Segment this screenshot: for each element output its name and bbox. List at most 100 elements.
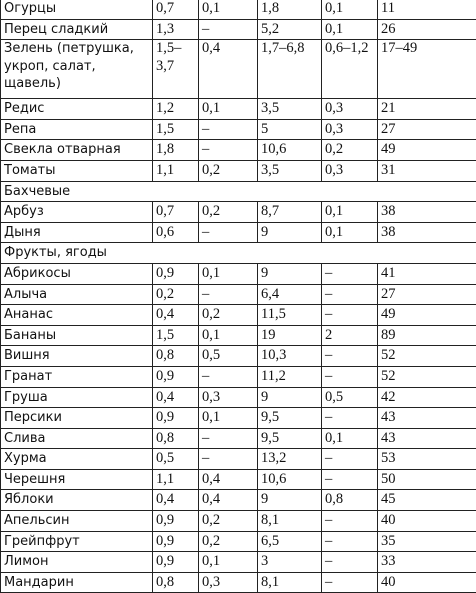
product-name-cell: Арбуз — [1, 202, 153, 223]
calories-cell: 17–49 — [378, 40, 476, 99]
fiber-cell: – — [322, 346, 378, 367]
product-name-cell: Ананас — [1, 305, 153, 326]
protein-cell: 1,5 — [153, 119, 199, 140]
product-name-cell: Хурма — [1, 449, 153, 470]
fat-cell: – — [199, 222, 258, 243]
carbs-cell: 9 — [258, 387, 322, 408]
fiber-cell: 0,1 — [322, 0, 378, 19]
calories-cell: 38 — [378, 202, 476, 223]
fiber-cell: – — [322, 305, 378, 326]
protein-cell: 1,8 — [153, 140, 199, 161]
calories-cell: 43 — [378, 428, 476, 449]
fiber-cell: – — [322, 366, 378, 387]
fat-cell: 0,4 — [199, 40, 258, 99]
fat-cell: 0,2 — [199, 160, 258, 181]
fiber-cell: 2 — [322, 325, 378, 346]
fiber-cell: 0,6–1,2 — [322, 40, 378, 99]
fat-cell: – — [199, 140, 258, 161]
product-name-cell: Зелень (петрушка, укроп, салат, щавель) — [1, 40, 153, 99]
fiber-cell: – — [322, 511, 378, 532]
product-name-cell: Свекла отварная — [1, 140, 153, 161]
product-name-cell: Редис — [1, 99, 153, 120]
carbs-cell: 5 — [258, 119, 322, 140]
fat-cell: 0,5 — [199, 346, 258, 367]
fiber-cell: 0,1 — [322, 19, 378, 40]
carbs-cell: 10,6 — [258, 469, 322, 490]
product-name-cell: Черешня — [1, 469, 153, 490]
fat-cell: – — [199, 284, 258, 305]
fat-cell: 0,1 — [199, 552, 258, 573]
calories-cell: 49 — [378, 305, 476, 326]
carbs-cell: 11,2 — [258, 366, 322, 387]
fat-cell: 0,2 — [199, 531, 258, 552]
fat-cell: 0,2 — [199, 511, 258, 532]
product-name-cell: Персики — [1, 408, 153, 429]
product-name-cell: Грейпфрут — [1, 531, 153, 552]
product-name-cell: Яблоки — [1, 490, 153, 511]
protein-cell: 0,8 — [153, 428, 199, 449]
fiber-cell: – — [322, 284, 378, 305]
protein-cell: 0,9 — [153, 366, 199, 387]
fiber-cell: – — [322, 408, 378, 429]
carbs-cell: 8,1 — [258, 572, 322, 593]
product-name-cell: Дыня — [1, 222, 153, 243]
fat-cell: – — [199, 19, 258, 40]
product-name-cell: Груша — [1, 387, 153, 408]
fat-cell: 0,1 — [199, 408, 258, 429]
fiber-cell: 0,1 — [322, 222, 378, 243]
protein-cell: 0,6 — [153, 222, 199, 243]
product-name-cell: Алыча — [1, 284, 153, 305]
carbs-cell: 3,5 — [258, 160, 322, 181]
carbs-cell: 8,7 — [258, 202, 322, 223]
protein-cell: 0,8 — [153, 572, 199, 593]
calories-cell: 49 — [378, 140, 476, 161]
product-name-cell: Лимон — [1, 552, 153, 573]
carbs-cell: 9 — [258, 222, 322, 243]
carbs-cell: 8,1 — [258, 511, 322, 532]
fiber-cell: 0,2 — [322, 140, 378, 161]
fat-cell: 0,1 — [199, 325, 258, 346]
product-name-cell: Абрикосы — [1, 263, 153, 284]
product-name-cell: Перец сладкий — [1, 19, 153, 40]
carbs-cell: 13,2 — [258, 449, 322, 470]
fat-cell: 0,3 — [199, 572, 258, 593]
product-name-cell: Слива — [1, 428, 153, 449]
carbs-cell: 1,7–6,8 — [258, 40, 322, 99]
carbs-cell: 10,6 — [258, 140, 322, 161]
calories-cell: 89 — [378, 325, 476, 346]
calories-cell: 50 — [378, 469, 476, 490]
product-name-cell: Гранат — [1, 366, 153, 387]
calories-cell: 40 — [378, 511, 476, 532]
fiber-cell: – — [322, 552, 378, 573]
carbs-cell: 3 — [258, 552, 322, 573]
table-row: Зелень (петрушка, укроп, салат, щавель) 1… — [1, 40, 476, 99]
protein-cell: 0,9 — [153, 511, 199, 532]
carbs-cell: 9,5 — [258, 428, 322, 449]
fat-cell: 0,1 — [199, 0, 258, 19]
fiber-cell: 0,1 — [322, 428, 378, 449]
fat-cell: 0,1 — [199, 263, 258, 284]
fat-cell: 0,4 — [199, 469, 258, 490]
calories-cell: 40 — [378, 572, 476, 593]
fat-cell: 0,3 — [199, 387, 258, 408]
calories-cell: 41 — [378, 263, 476, 284]
carbs-cell: 3,5 — [258, 99, 322, 120]
product-name-cell: Огурцы — [1, 0, 153, 19]
fat-cell: 0,1 — [199, 99, 258, 120]
fiber-cell: – — [322, 469, 378, 490]
fiber-cell: 0,3 — [322, 99, 378, 120]
carbs-cell: 9,5 — [258, 408, 322, 429]
carbs-cell: 6,4 — [258, 284, 322, 305]
carbs-cell: 9 — [258, 263, 322, 284]
calories-cell: 21 — [378, 99, 476, 120]
fiber-cell: 0,3 — [322, 160, 378, 181]
